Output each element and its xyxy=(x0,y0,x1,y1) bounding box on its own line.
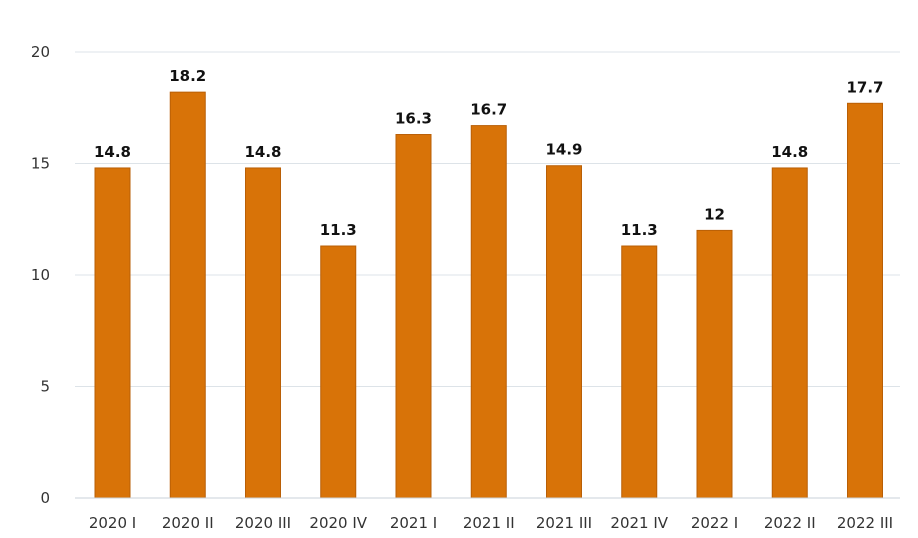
bars xyxy=(94,91,883,499)
bar-2020-ii xyxy=(169,91,206,499)
x-tick-label: 2022 III xyxy=(837,514,893,532)
y-tick-label: 20 xyxy=(31,43,50,61)
data-label: 12 xyxy=(704,205,725,223)
data-label: 11.3 xyxy=(621,221,658,239)
x-tick-label: 2020 II xyxy=(162,514,214,532)
x-tick-label: 2020 IV xyxy=(309,514,367,532)
data-label: 14.8 xyxy=(771,143,808,161)
y-tick-label: 5 xyxy=(40,378,50,396)
data-label: 18.2 xyxy=(169,67,206,85)
bar-2022-i xyxy=(696,229,733,499)
x-axis: 2020 I 2020 II 2020 III 2020 IV 2021 I 2021 I… xyxy=(75,497,900,532)
bar-2021-iv xyxy=(621,245,658,499)
bar-2022-iii xyxy=(847,102,883,499)
bar-2021-i xyxy=(395,134,432,499)
data-label: 14.9 xyxy=(545,141,582,159)
bar-2020-iii xyxy=(245,167,281,499)
x-tick-label: 2020 III xyxy=(235,514,291,532)
bar-2021-ii xyxy=(470,125,507,499)
data-label: 16.7 xyxy=(470,101,507,119)
y-tick-label: 15 xyxy=(31,155,50,173)
bar-2022-ii xyxy=(771,167,808,499)
data-label: 11.3 xyxy=(320,221,357,239)
y-axis: 0 5 10 15 20 xyxy=(31,43,50,507)
data-label: 17.7 xyxy=(846,78,883,96)
data-label: 14.8 xyxy=(94,143,131,161)
x-tick-label: 2021 III xyxy=(536,514,592,532)
x-tick-label: 2020 I xyxy=(89,514,136,532)
y-tick-label: 10 xyxy=(31,266,50,284)
x-tick-label: 2021 I xyxy=(390,514,437,532)
bar-2020-i xyxy=(94,167,131,499)
x-tick-label: 2021 IV xyxy=(610,514,668,532)
y-tick-label: 0 xyxy=(40,489,50,507)
bar-2020-iv xyxy=(320,245,357,499)
data-label: 14.8 xyxy=(244,143,281,161)
x-tick-label: 2022 II xyxy=(764,514,816,532)
bar-2021-iii xyxy=(546,165,582,499)
data-label: 16.3 xyxy=(395,110,432,128)
x-tick-label: 2022 I xyxy=(691,514,738,532)
data-labels: 14.8 18.2 14.8 11.3 16.3 16.7 14.9 11.3 12 14.8 17… xyxy=(94,67,884,239)
x-tick-label: 2021 II xyxy=(463,514,515,532)
